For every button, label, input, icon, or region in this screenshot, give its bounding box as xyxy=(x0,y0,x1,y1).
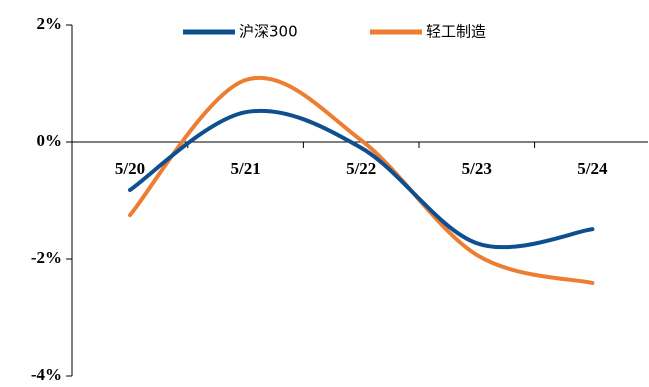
line xyxy=(128,75,595,285)
x-tick-label: 5/20 xyxy=(115,159,145,178)
y-tick-label: 2% xyxy=(37,14,63,33)
legend-label: 轻工制造 xyxy=(426,23,486,41)
y-tick-label: 0% xyxy=(37,131,63,150)
x-tick-label: 5/24 xyxy=(577,159,608,178)
y-tick-label: -2% xyxy=(31,248,62,267)
y-tick-label: -4% xyxy=(31,365,62,384)
legend-label: 沪深300 xyxy=(239,23,298,41)
line xyxy=(128,108,595,250)
x-tick-label: 5/21 xyxy=(230,159,260,178)
x-tick-label: 5/23 xyxy=(462,159,492,178)
x-tick-label: 5/22 xyxy=(346,159,376,178)
